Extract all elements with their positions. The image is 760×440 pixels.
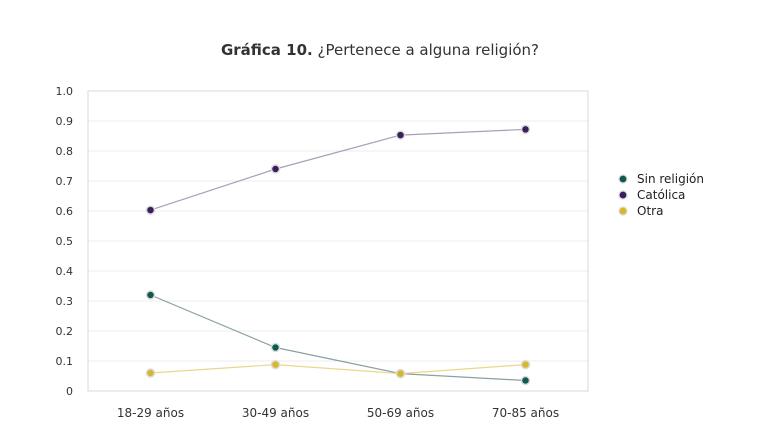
y-tick-label: 0.8: [56, 145, 74, 158]
series-line: [150, 294, 526, 382]
legend: Sin religión Católica Otra: [618, 172, 704, 218]
data-point: [270, 359, 281, 370]
data-point: [145, 205, 156, 215]
chart-title-rest: ¿Pertenece a alguna religión?: [313, 41, 539, 59]
x-tick-label: 70-85 años: [492, 406, 559, 420]
y-tick-label: 0.9: [56, 115, 74, 128]
data-point: [520, 124, 531, 135]
series-line: [150, 363, 526, 375]
y-tick-label: 0.3: [56, 295, 74, 308]
x-axis-ticks: 18-29 años 30-49 años 50-69 años 70-85 años: [117, 406, 559, 420]
y-tick-label: 0: [66, 385, 73, 398]
data-point: [520, 359, 531, 370]
y-tick-label: 0.7: [56, 175, 74, 188]
y-tick-label: 0.1: [56, 355, 74, 368]
legend-label: Sin religión: [637, 172, 704, 186]
x-tick-label: 30-49 años: [242, 406, 309, 420]
legend-marker: [618, 190, 628, 200]
data-point: [395, 130, 406, 140]
y-axis-ticks: 0 0.1 0.2 0.3 0.4 0.5 0.6 0.7 0.8 0.9 1.0: [56, 85, 74, 398]
legend-label: Otra: [637, 204, 663, 218]
data-point: [145, 290, 156, 300]
x-tick-label: 50-69 años: [367, 406, 434, 420]
legend-label: Católica: [637, 188, 685, 202]
y-tick-label: 0.2: [56, 325, 74, 338]
data-point: [270, 164, 281, 174]
y-tick-label: 0.6: [56, 205, 74, 218]
chart-title: Gráfica 10. ¿Pertenece a alguna religión…: [221, 41, 539, 59]
plot-area-border: [87, 90, 589, 392]
x-tick-label: 18-29 años: [117, 406, 184, 420]
data-point: [520, 375, 531, 386]
data-point: [270, 342, 281, 353]
series-layer: [145, 124, 531, 386]
y-tick-label: 1.0: [56, 85, 74, 98]
gridlines: [88, 120, 588, 362]
chart-title-bold: Gráfica 10.: [221, 41, 313, 59]
legend-marker: [618, 174, 628, 184]
legend-marker: [618, 206, 628, 216]
y-tick-label: 0.5: [56, 235, 74, 248]
y-tick-label: 0.4: [56, 265, 74, 278]
series-line: [150, 128, 526, 211]
data-point: [395, 368, 406, 379]
data-point: [145, 368, 156, 378]
